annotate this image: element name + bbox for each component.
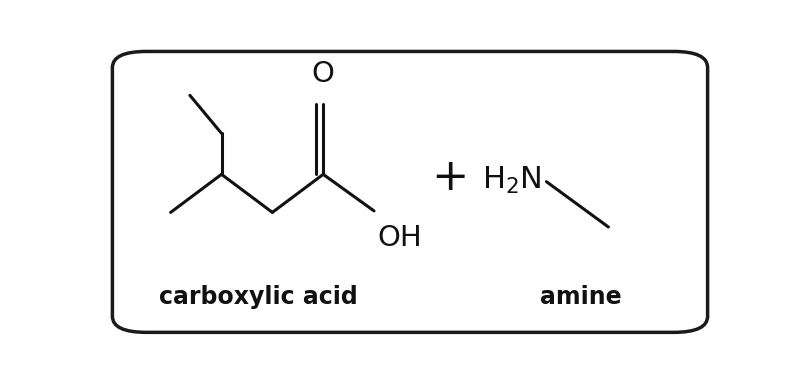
Text: $\mathregular{H_2N}$: $\mathregular{H_2N}$ <box>482 165 542 196</box>
Text: carboxylic acid: carboxylic acid <box>158 285 358 309</box>
Text: O: O <box>312 60 334 88</box>
Text: OH: OH <box>378 224 422 252</box>
FancyBboxPatch shape <box>112 51 708 332</box>
Text: +: + <box>432 156 469 199</box>
Text: amine: amine <box>540 285 622 309</box>
